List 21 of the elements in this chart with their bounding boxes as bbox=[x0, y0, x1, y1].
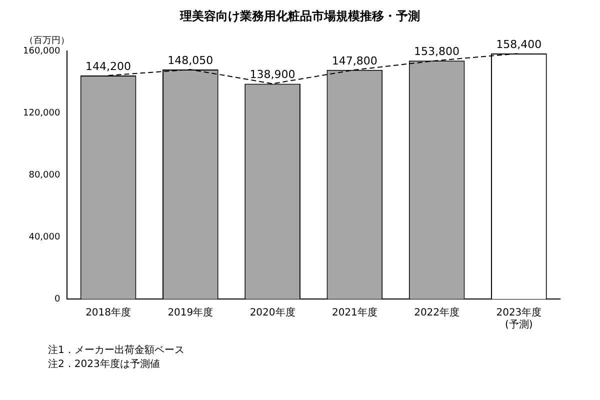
data-label: 148,050 bbox=[168, 54, 214, 67]
y-tick-label: 120,000 bbox=[23, 108, 60, 118]
text: 注1．メーカー出荷金額ベース bbox=[48, 344, 186, 357]
x-tick-label: 2019年度 bbox=[168, 306, 214, 319]
y-tick-label: 160,000 bbox=[23, 46, 60, 56]
x-tick-label: 2020年度 bbox=[250, 306, 296, 319]
data-label: 153,800 bbox=[414, 44, 460, 58]
data-label: 138,900 bbox=[250, 68, 296, 82]
chart-title: 理美容向け業務用化粧品市場規模推移・予測 bbox=[178, 8, 421, 25]
y-tick-label: 80,000 bbox=[28, 170, 60, 180]
x-tick-label: 2022年度 bbox=[414, 306, 460, 319]
text: 注2．2023年度は予測値 bbox=[48, 358, 161, 371]
y-axis-title: （百万円） bbox=[24, 36, 70, 46]
data-label: 158,400 bbox=[496, 38, 542, 51]
x-tick-label: 2023年度 (予測) bbox=[496, 306, 542, 331]
data-label: 147,800 bbox=[332, 54, 378, 68]
data-label: 144,200 bbox=[86, 60, 132, 73]
x-tick-label: 2021年度 bbox=[332, 306, 378, 319]
y-tick-label: 40,000 bbox=[28, 232, 60, 242]
y-tick-label: 0 bbox=[54, 294, 60, 304]
x-tick-label: 2018年度 bbox=[86, 306, 132, 319]
